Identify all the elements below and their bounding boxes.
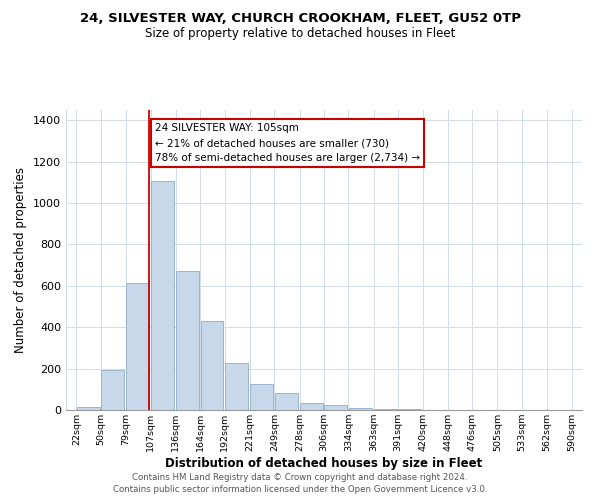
Bar bbox=[349, 408, 371, 410]
Text: Contains public sector information licensed under the Open Government Licence v3: Contains public sector information licen… bbox=[113, 485, 487, 494]
Bar bbox=[200, 321, 223, 410]
Text: Contains HM Land Registry data © Crown copyright and database right 2024.: Contains HM Land Registry data © Crown c… bbox=[132, 472, 468, 482]
Bar bbox=[77, 407, 100, 410]
Bar bbox=[101, 370, 124, 410]
Text: Size of property relative to detached houses in Fleet: Size of property relative to detached ho… bbox=[145, 28, 455, 40]
Bar bbox=[300, 403, 323, 410]
X-axis label: Distribution of detached houses by size in Fleet: Distribution of detached houses by size … bbox=[166, 457, 482, 470]
Bar bbox=[374, 409, 397, 410]
Text: 24 SILVESTER WAY: 105sqm
← 21% of detached houses are smaller (730)
78% of semi-: 24 SILVESTER WAY: 105sqm ← 21% of detach… bbox=[155, 124, 420, 163]
Text: 24, SILVESTER WAY, CHURCH CROOKHAM, FLEET, GU52 0TP: 24, SILVESTER WAY, CHURCH CROOKHAM, FLEE… bbox=[79, 12, 521, 26]
Bar bbox=[176, 272, 199, 410]
Y-axis label: Number of detached properties: Number of detached properties bbox=[14, 167, 28, 353]
Bar bbox=[225, 364, 248, 410]
Bar bbox=[325, 405, 347, 410]
Bar bbox=[151, 182, 174, 410]
Bar bbox=[275, 394, 298, 410]
Bar bbox=[250, 384, 273, 410]
Bar bbox=[127, 283, 149, 410]
